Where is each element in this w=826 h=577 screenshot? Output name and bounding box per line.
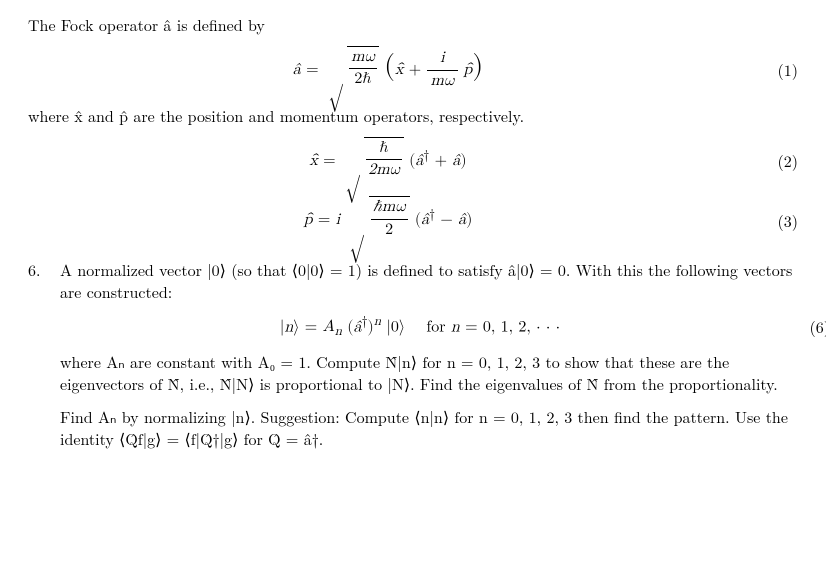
equation-6-body: |n⟩ = An (â†)n |0⟩ for n = 0, 1, 2, · · … — [60, 313, 780, 342]
equation-2-body: x̂ = √ℏ2mω (â† + â) — [28, 137, 748, 186]
item-6-para-2: where Aₙ are constant with A₀ = 1. Compu… — [60, 351, 798, 394]
item6-para1-text: A normalized vector |0⟩ (so that ⟨0|0⟩ =… — [60, 258, 792, 303]
item6-para2-text: where Aₙ are constant with A₀ = 1. Compu… — [60, 350, 778, 395]
intro2-text: where x̂ and p̂ are the position and mom… — [28, 104, 524, 127]
equation-3-body: p̂ = i √ℏmω2 (â† − â) — [28, 196, 748, 245]
equation-2-number: (2) — [748, 150, 798, 172]
equation-6-number: (6) — [780, 316, 826, 338]
equation-1-number: (1) — [748, 59, 798, 81]
equation-1-body: â = √mω2ℏ (x̂ + imω p̂) — [28, 46, 748, 95]
intro-line-2: where x̂ and p̂ are the position and mom… — [28, 105, 798, 127]
item-6: 6. A normalized vector |0⟩ (so that ⟨0|0… — [28, 259, 798, 455]
item6-para3-text: Find Aₙ by normalizing |n⟩. Suggestion: … — [60, 405, 788, 450]
equation-2-row: x̂ = √ℏ2mω (â† + â) (2) — [28, 137, 798, 186]
item-6-body: A normalized vector |0⟩ (so that ⟨0|0⟩ =… — [60, 259, 798, 455]
intro-line: The Fock operator â is defined by — [28, 14, 798, 36]
item-6-number: 6. — [28, 259, 60, 455]
equation-1-row: â = √mω2ℏ (x̂ + imω p̂) (1) — [28, 46, 798, 95]
item-6-para-1: A normalized vector |0⟩ (so that ⟨0|0⟩ =… — [60, 259, 798, 302]
equation-3-number: (3) — [748, 210, 798, 232]
equation-6-row: |n⟩ = An (â†)n |0⟩ for n = 0, 1, 2, · · … — [60, 313, 798, 342]
equation-3-row: p̂ = i √ℏmω2 (â† − â) (3) — [28, 196, 798, 245]
item-6-para-3: Find Aₙ by normalizing |n⟩. Suggestion: … — [60, 406, 798, 449]
intro-text: The Fock operator â is defined by — [28, 13, 265, 36]
